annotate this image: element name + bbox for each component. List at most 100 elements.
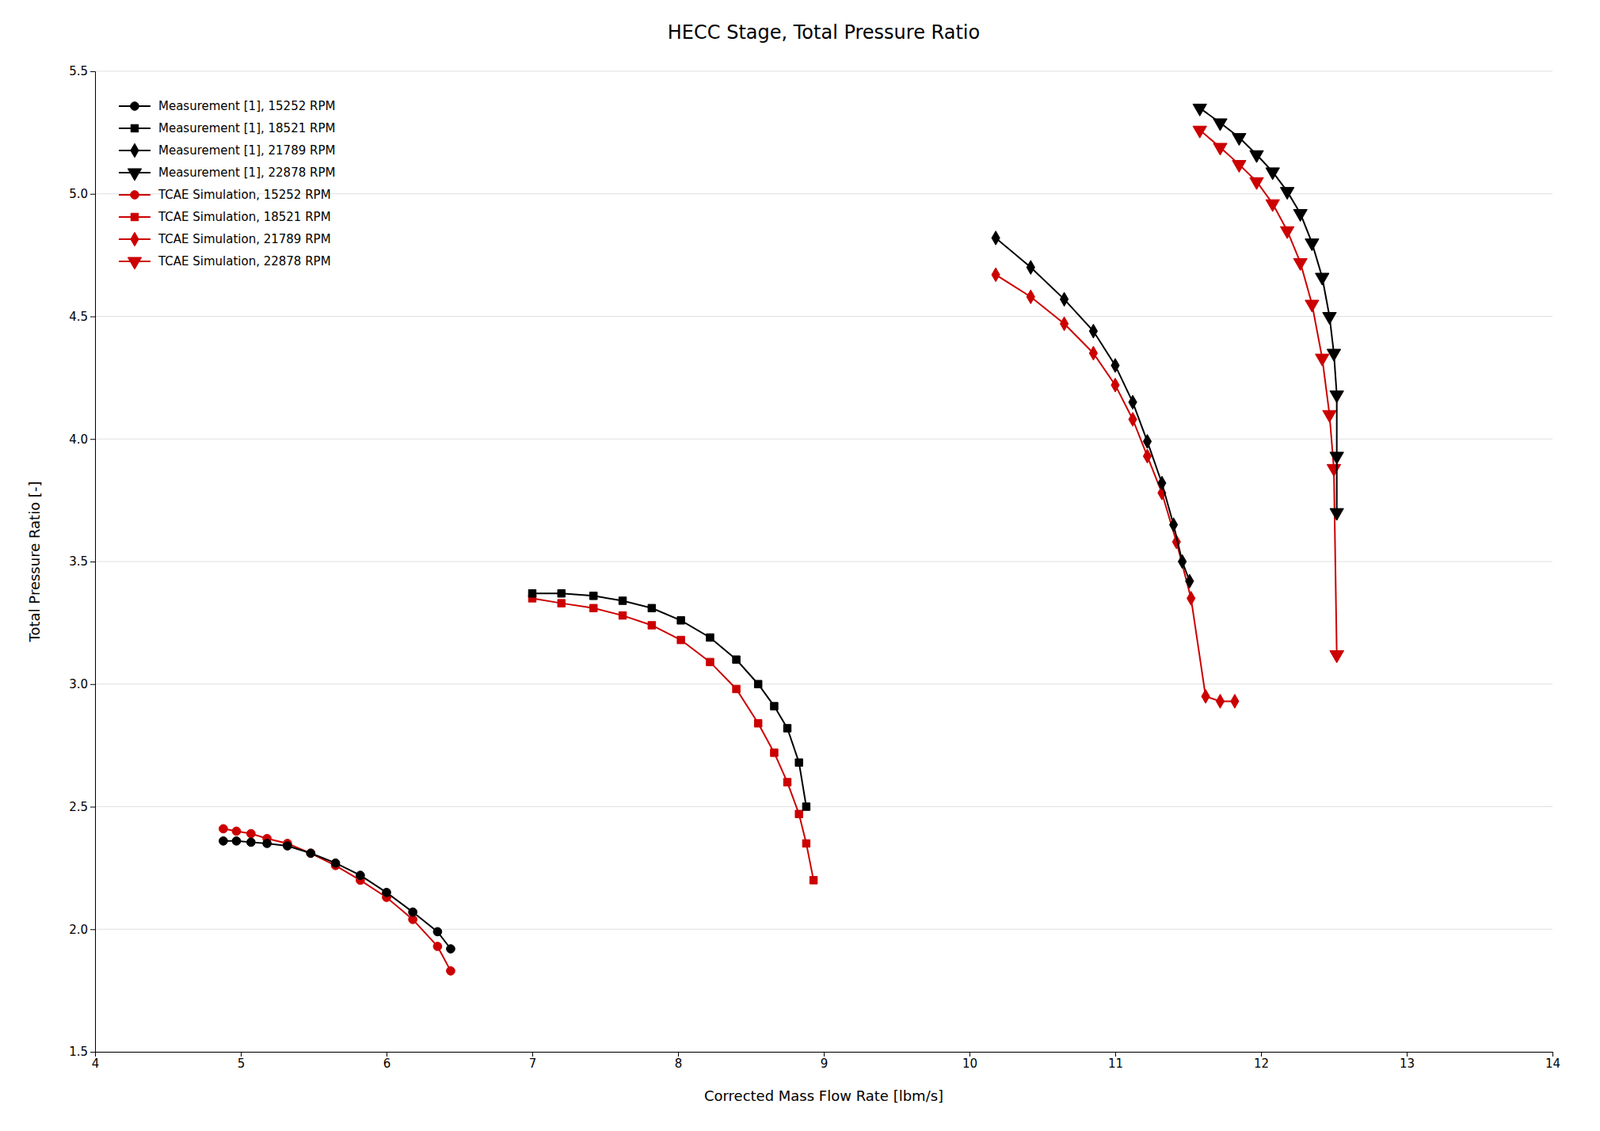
- point: [1060, 316, 1069, 332]
- point: [1280, 226, 1294, 239]
- tick-mark: [90, 684, 96, 686]
- legend-swatch-marker: [130, 232, 139, 247]
- tick-label: 14: [1545, 1056, 1561, 1071]
- point: [446, 944, 456, 954]
- series: [1192, 125, 1344, 663]
- tick-mark: [90, 71, 96, 73]
- point: [1158, 476, 1166, 491]
- point: [1187, 591, 1196, 606]
- point: [783, 724, 791, 732]
- point: [1305, 239, 1319, 252]
- grid-line: [95, 561, 1553, 563]
- point: [1322, 312, 1337, 324]
- point: [991, 267, 1000, 282]
- y-axis: 1.52.02.53.03.54.04.55.05.5: [68, 64, 96, 1060]
- point: [647, 621, 656, 629]
- legend-swatch-marker: [127, 257, 141, 270]
- tick-label: 5: [237, 1056, 246, 1071]
- tick: 4.5: [68, 309, 96, 324]
- legend-swatch-marker: [130, 102, 140, 111]
- grid-line: [95, 438, 1553, 440]
- legend-item: TCAE Simulation, 21789 RPM: [118, 232, 332, 247]
- point: [557, 599, 565, 607]
- plot-area: [219, 103, 1345, 976]
- point: [356, 871, 366, 880]
- series-line: [1200, 129, 1338, 655]
- tick: 6: [383, 1051, 392, 1071]
- legend-item: Measurement [1], 18521 RPM: [118, 121, 336, 136]
- point: [1178, 554, 1187, 569]
- point: [1293, 258, 1307, 271]
- tick-mark: [90, 929, 96, 930]
- grid-line: [95, 806, 1553, 808]
- point: [770, 749, 778, 757]
- tick-label: 11: [1108, 1056, 1124, 1071]
- tick: 4: [91, 1051, 100, 1071]
- legend-item: Measurement [1], 21789 RPM: [118, 143, 336, 158]
- point: [1329, 391, 1344, 404]
- point: [1142, 434, 1151, 450]
- point: [618, 611, 626, 619]
- series-line: [995, 237, 1190, 581]
- point: [557, 589, 565, 597]
- tick: 13: [1399, 1051, 1415, 1071]
- tick: 5: [237, 1051, 246, 1071]
- point: [732, 685, 740, 693]
- series: [528, 594, 818, 884]
- point: [446, 967, 456, 976]
- tick-mark: [90, 561, 96, 563]
- tick: 2.0: [68, 922, 96, 938]
- tick-label: 2.5: [68, 800, 88, 815]
- legend-swatch-marker: [130, 213, 138, 221]
- tick-mark: [90, 438, 96, 440]
- tick-label: 6: [383, 1056, 392, 1071]
- legend-label: TCAE Simulation, 18521 RPM: [157, 209, 332, 225]
- point: [283, 841, 293, 851]
- point: [1249, 150, 1264, 163]
- point: [1128, 395, 1137, 410]
- y-axis-label: Total Pressure Ratio [-]: [26, 481, 43, 644]
- legend-item: TCAE Simulation, 15252 RPM: [118, 187, 332, 202]
- legend: Measurement [1], 15252 RPM Measurement [1…: [118, 99, 336, 270]
- tick: 1.5: [68, 1044, 96, 1060]
- tick-label: 2.0: [68, 922, 88, 938]
- point: [528, 589, 536, 597]
- legend-swatch-marker: [127, 168, 141, 181]
- point: [1201, 689, 1210, 704]
- point: [306, 849, 316, 858]
- series: [991, 231, 1194, 589]
- grid-line: [95, 683, 1553, 685]
- tick-label: 5.0: [68, 186, 88, 202]
- grid-line: [95, 929, 1553, 930]
- x-axis: 4567891011121314: [91, 1051, 1561, 1071]
- tick-label: 9: [820, 1056, 829, 1071]
- tick-label: 4.0: [68, 432, 88, 447]
- point: [1329, 651, 1344, 663]
- point: [1230, 694, 1239, 709]
- grid: [95, 71, 1553, 1052]
- point: [1329, 651, 1344, 663]
- point: [433, 942, 442, 952]
- legend-swatch-marker: [130, 124, 138, 132]
- point: [732, 655, 740, 663]
- series-line: [532, 593, 807, 807]
- point: [1326, 464, 1341, 477]
- point: [1111, 377, 1120, 393]
- series: [219, 836, 456, 953]
- grid-line: [95, 71, 1553, 73]
- point: [408, 907, 418, 917]
- series: [219, 824, 456, 976]
- point: [677, 617, 685, 625]
- point: [1026, 289, 1035, 305]
- legend-label: Measurement [1], 15252 RPM: [158, 99, 336, 114]
- tick-label: 7: [529, 1056, 538, 1071]
- legend-item: TCAE Simulation, 18521 RPM: [118, 209, 332, 225]
- point: [1322, 410, 1337, 423]
- point: [1280, 187, 1294, 200]
- chart: 45678910111213141.52.02.53.03.54.04.55.0…: [0, 0, 1600, 1131]
- point: [1213, 118, 1227, 131]
- point: [1192, 103, 1207, 116]
- point: [1329, 452, 1344, 465]
- point: [1293, 209, 1307, 222]
- point: [1232, 133, 1246, 146]
